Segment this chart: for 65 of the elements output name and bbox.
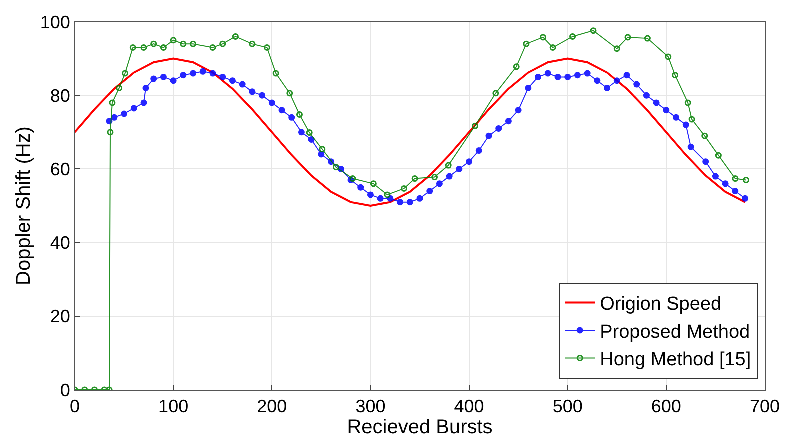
point (472, 122, 478, 130)
x-tick-label: 500 (552, 396, 583, 417)
legend-label: Proposed Method (600, 322, 750, 343)
point (140, 44, 148, 52)
point (684, 100, 692, 106)
point (624, 34, 632, 41)
point (614, 46, 620, 52)
point (550, 44, 556, 52)
point (170, 37, 177, 44)
point (540, 34, 546, 41)
point (688, 116, 696, 123)
point (432, 174, 438, 181)
point (122, 70, 129, 77)
x-tick-label: 300 (356, 396, 386, 417)
x-axis-title: Recieved Bursts (347, 416, 493, 439)
point (180, 40, 187, 48)
point (332, 164, 340, 171)
x-tick-label: 400 (454, 396, 484, 417)
y-axis-title: Doppler Shift (Hz) (12, 126, 35, 286)
x-tick-label: 600 (651, 396, 682, 417)
point (249, 40, 256, 48)
x-tick-label: 100 (158, 396, 189, 417)
point (715, 152, 722, 159)
point (272, 70, 280, 77)
y-tick-label: 0 (60, 380, 70, 400)
point (732, 176, 739, 182)
point (107, 129, 114, 136)
point (232, 33, 239, 40)
point (190, 40, 197, 48)
point (445, 162, 452, 169)
point (570, 33, 576, 40)
point (412, 176, 418, 182)
point (743, 176, 750, 184)
point (644, 35, 651, 42)
point (286, 90, 294, 97)
point (306, 130, 313, 136)
point (160, 44, 167, 52)
point (672, 72, 679, 79)
point (319, 146, 326, 153)
point (370, 180, 377, 188)
point (665, 54, 672, 60)
point (384, 192, 391, 198)
point (130, 44, 136, 52)
point (150, 40, 158, 48)
y-tick-label: 40 (50, 233, 70, 254)
point (590, 28, 597, 34)
y-tick-label: 20 (50, 306, 70, 327)
y-tick-label: 80 (50, 86, 70, 106)
point (109, 100, 116, 106)
point (296, 111, 303, 118)
point (400, 185, 408, 192)
y-tick-label: 60 (50, 160, 70, 180)
point (116, 84, 123, 92)
point (523, 40, 530, 48)
y-tick-label: 100 (40, 12, 70, 32)
point (220, 40, 226, 48)
point (264, 44, 270, 52)
point (513, 64, 520, 70)
point (492, 90, 500, 97)
x-tick-label: 700 (750, 396, 780, 417)
point (210, 44, 216, 52)
point (702, 132, 708, 140)
legend-label: Hong Method [15] (600, 350, 752, 371)
legend-label: Origion Speed (600, 294, 722, 316)
x-tick-label: 200 (257, 396, 288, 417)
